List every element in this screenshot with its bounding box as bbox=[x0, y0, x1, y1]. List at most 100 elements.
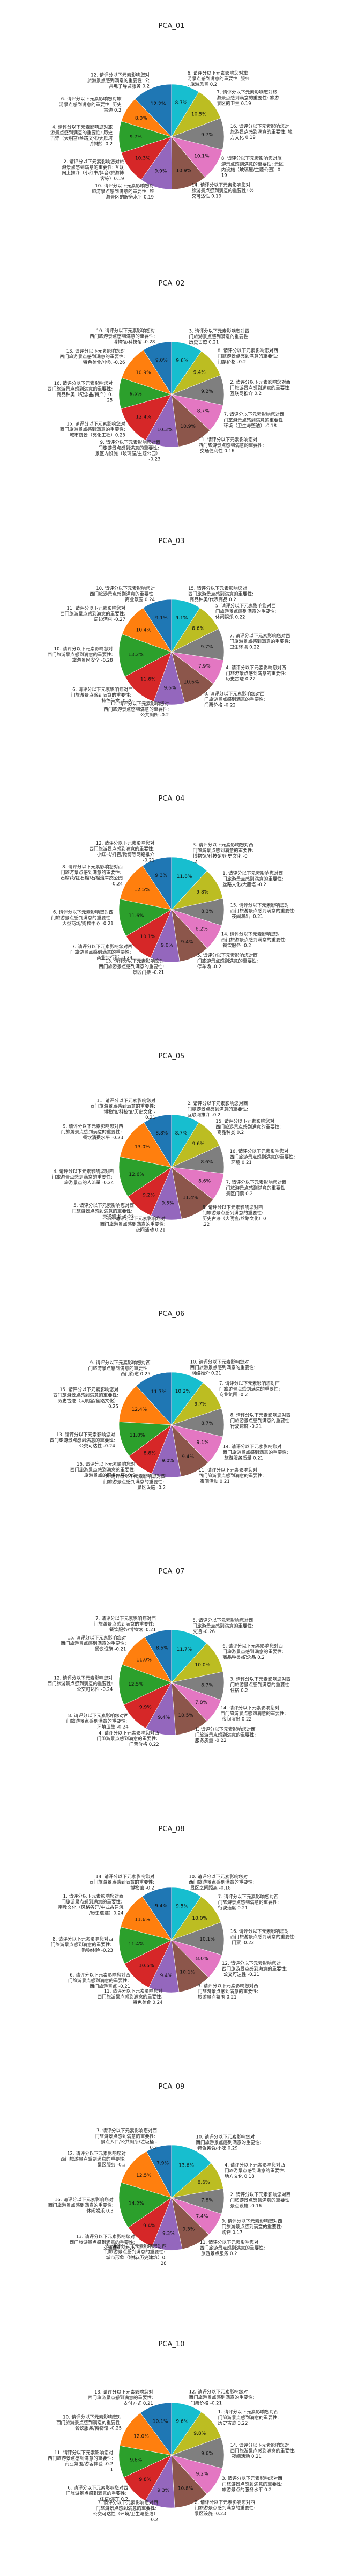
slice-label: 15. 请评分以下元素影响您对西门旅游景点感到满意的重要性: 商品种类/代表商品… bbox=[188, 586, 253, 603]
chart-title: PCA_02 bbox=[159, 280, 185, 288]
slice-percent-label: 9.6% bbox=[176, 358, 188, 363]
slice-percent-label: 9.6% bbox=[192, 1141, 205, 1147]
slice-percent-label: 10.1% bbox=[153, 2419, 168, 2425]
slice-percent-label: 8.0% bbox=[135, 116, 147, 121]
slice-percent-label: 7.9% bbox=[156, 2161, 169, 2166]
slice-label: 7. 请评分以下元素影响您对西门旅游景点感到满意的重要性: 公交可达性（环境/卫… bbox=[93, 2500, 158, 2523]
slice-percent-label: 7.8% bbox=[195, 1700, 207, 1706]
slice-label: 12. 请评分以下元素影响您对西门旅游景点感到满意的重要性: 公共厕所 -0.2 bbox=[103, 701, 169, 718]
slice-label: 5. 请评分以下元素影响您对西门旅游景点感到满意的重要性: 交通拥堵 -0.23 bbox=[72, 1203, 134, 1220]
pie-slice bbox=[118, 899, 172, 936]
pie-slice bbox=[118, 1385, 172, 1425]
slice-label: 3. 请评分以下元素影响您对西门旅游景点感到满意的重要性: 景区设施 -0.2 bbox=[103, 1474, 166, 1491]
slice-label: 13. 请评分以下元素影响您对西门旅游景点感到满意的重要性: 公交可达性 -0.… bbox=[50, 1432, 115, 1449]
slice-percent-label: 9.4% bbox=[193, 370, 206, 376]
pie-slice bbox=[118, 1664, 172, 1706]
slice-label: 8. 请评分以下元素影响您对西门旅游景点感到满意的重要性: 购物体验 -0.23 bbox=[51, 1936, 113, 1953]
pie-slice bbox=[120, 2412, 172, 2456]
slice-label: 2. 请评分以下元素影响您对西门旅游景点感到满意的重要性: 景区设施 -0.23 bbox=[195, 2500, 257, 2517]
slice-percent-label: 9.4% bbox=[155, 1904, 167, 1909]
slice-label: 10. 请评分以下元素影响您对西门旅游景点感到满意的重要性: 景区之间距离 -0… bbox=[189, 1874, 254, 1891]
slice-percent-label: 11.7% bbox=[177, 1647, 192, 1652]
slice-label: 4. 请评分以下元素影响您对旅游景点感到满意的重要性: 历史古迹（大明宫/丝路文… bbox=[50, 125, 113, 148]
slice-label: 6. 请评分以下元素影响您对西门旅游景点感到满意的重要性: 特色美食 -0.26 bbox=[71, 686, 133, 704]
pie-slice bbox=[118, 634, 172, 677]
slice-percent-label: 10.5% bbox=[178, 1713, 193, 1718]
slice-percent-label: 8.7% bbox=[201, 1682, 213, 1688]
pie-slice bbox=[124, 652, 172, 702]
slice-label: 16. 请评分以下元素影响您对西门旅游景点感到满意的重要性: 商品种类（纪念品/… bbox=[47, 380, 113, 404]
slice-label: 11. 请评分以下元素影响您对西门旅游景点感到满意的重要性: 特色美食 0.24 bbox=[98, 1988, 163, 2006]
pie-slice bbox=[171, 2455, 207, 2508]
slice-percent-label: 14.2% bbox=[129, 2201, 144, 2206]
pie-chart: PCA_02 9.0% 10. 请评分以下元素影响您对西门旅游景点感到满意的重要性:… bbox=[47, 280, 292, 463]
slice-percent-label: 9.2% bbox=[201, 389, 213, 394]
pie-slice bbox=[171, 136, 205, 190]
slice-percent-label: 9.1% bbox=[175, 616, 188, 621]
slice-percent-label: 8.8% bbox=[144, 1451, 156, 1457]
slice-percent-label: 8.7% bbox=[175, 1131, 188, 1136]
slice-label: 15. 请评分以下元素影响您对西门旅游景点感到满意的重要性: 夜间演出 -0.2… bbox=[230, 903, 296, 920]
slice-percent-label: 9.1% bbox=[155, 616, 168, 621]
slice-label: 1. 请评分以下元素影响您对西门旅游景点感到满意的重要性: 历史古迹 0.22 bbox=[218, 2409, 280, 2426]
slice-label: 12. 请评分以下元素影响您对西门旅游景点感到满意的重要性: 小红书/抖音/微博… bbox=[90, 840, 155, 863]
slice-percent-label: 9.9% bbox=[139, 1705, 152, 1710]
pie-chart: PCA_10 10.1% 13. 请评分以下元素影响您对西门旅游景点感到满意的重要性… bbox=[48, 2340, 295, 2523]
slice-percent-label: 10.4% bbox=[136, 628, 152, 633]
slice-percent-label: 9.8% bbox=[130, 2457, 142, 2463]
slice-percent-label: 9.7% bbox=[200, 645, 213, 650]
chart-title: PCA_10 bbox=[159, 2340, 185, 2348]
slice-label: 11. 请评分以下元素影响您对西门旅游景点感到满意的重要性: 交通便利性 0.1… bbox=[199, 437, 264, 454]
slice-percent-label: 10.1% bbox=[194, 154, 210, 159]
slice-label: 3. 请评分以下元素影响您对西门旅游景点感到满意的重要性: 博物馆/科技馆/历史… bbox=[193, 842, 255, 865]
slice-label: 13. 请评分以下元素影响您对西门旅游景点感到满意的重要性: 景区门票 -0.2… bbox=[99, 958, 164, 975]
slice-percent-label: 9.0% bbox=[161, 943, 173, 948]
slice-percent-label: 10.1% bbox=[140, 934, 156, 940]
slice-label: 11. 请评分以下元素影响您对西门旅游景点感到满意的重要性: 商业氛围/游客体验… bbox=[48, 2450, 113, 2473]
slice-percent-label: 10.8% bbox=[178, 2486, 193, 2491]
slice-percent-label: 9.3% bbox=[157, 2488, 169, 2493]
slice-label: 7. 请评分以下元素影响您对西门旅游景点感到满意的重要性: 景点入口/公共厕所/… bbox=[95, 2128, 157, 2151]
slice-label: 13. 请评分以下元素影响您对西门旅游景点感到满意的重要性: 交通便利 -0.2… bbox=[70, 2234, 135, 2251]
slice-percent-label: 8.3% bbox=[201, 909, 213, 914]
slice-label: 15. 请评分以下元素影响您对西门旅游景点感到满意的重要性: 城市夜景（亮化工程… bbox=[60, 421, 125, 438]
slice-label: 5. 请评分以下元素影响您对西门旅游景点感到满意的重要性: 休闲娱乐 0.22 bbox=[215, 603, 278, 620]
slice-percent-label: 9.6% bbox=[164, 686, 176, 691]
slice-label: 14. 请评分以下元素影响您对西门旅游景点感到满意的重要性: 夜间演出 0.22 bbox=[221, 1705, 286, 1722]
slice-label: 16. 请评分以下元素影响您对旅游景点感到满意的重要性: 地方文化 0.19 bbox=[230, 123, 293, 141]
pie-slice bbox=[171, 857, 207, 910]
slice-percent-label: 10.9% bbox=[176, 169, 192, 174]
slice-label: 12. 请评分以下元素影响您对旅游景点感到满意的重要性: 公共电子导览服务 0.… bbox=[87, 72, 150, 90]
slice-label: 6. 请评分以下元素影响您对西门旅游景点感到满意的重要性: 大型商场/购物中心 … bbox=[51, 909, 114, 926]
slice-percent-label: 9.3% bbox=[162, 2231, 175, 2236]
slice-label: 12. 请评分以下元素影响您对西门旅游景点感到满意的重要性: 夜间活动 0.21 bbox=[100, 1216, 166, 1233]
slice-percent-label: 12.4% bbox=[132, 1407, 147, 1413]
slice-percent-label: 8.0% bbox=[196, 1956, 208, 1962]
slice-percent-label: 9.3% bbox=[182, 2227, 195, 2233]
pie-slice bbox=[120, 865, 172, 910]
pie-slice bbox=[171, 1629, 207, 1683]
slice-label: 9. 请评分以下元素影响您对西门旅游景点感到满意的重要性: 景区内设施（玻璃屋/… bbox=[95, 440, 161, 463]
slice-label: 12. 请评分以下元素影响您对西门旅游景点感到满意的重要性: 公交可达性 -0.… bbox=[222, 1960, 287, 1978]
slice-percent-label: 9.0% bbox=[162, 1458, 174, 1463]
pie-slice bbox=[171, 394, 211, 447]
slice-percent-label: 12.5% bbox=[128, 1682, 144, 1687]
slice-label: 10. 请评分以下元素影响您对西门旅游景点感到满意的重要性: 餐饮服务/博物馆 … bbox=[56, 2414, 122, 2431]
slice-percent-label: 11.6% bbox=[135, 1918, 150, 1923]
slice-label: 16. 请评分以下元素影响您对西门旅游景点感到满意的重要性: 环境 0.21 bbox=[230, 1148, 295, 1166]
chart-title: PCA_05 bbox=[159, 1052, 185, 1060]
slice-percent-label: 9.5% bbox=[176, 1904, 188, 1909]
slice-label: 8. 请评分以下元素影响您对旅游景点感到满意的重要性: 景区内设施（玻璃屋/主题… bbox=[221, 156, 284, 179]
slice-percent-label: 9.7% bbox=[195, 1402, 207, 1407]
pie-slice bbox=[171, 1114, 199, 1168]
slice-label: 7. 请评分以下元素影响您对旅游景点感到满意的重要性: 旅游景区的卫生 0.19 bbox=[217, 89, 279, 106]
slice-percent-label: 10.1% bbox=[180, 1970, 195, 1975]
slice-percent-label: 7.4% bbox=[196, 2214, 208, 2220]
pie-slice bbox=[171, 1887, 202, 1941]
slice-label: 2. 请评分以下元素影响您对西门旅游景点感到满意的重要性: 互联网推介 -0.2 bbox=[188, 1101, 250, 1118]
slice-label: 13. 请评分以下元素影响您对西门旅游景点感到满意的重要性: 特色美食/小吃 -… bbox=[60, 348, 125, 365]
chart-title: PCA_09 bbox=[159, 2083, 185, 2091]
slice-label: 7. 请评分以下元素影响您对西门旅游景点感到满意的重要性: 商业步行街 -0.2… bbox=[70, 944, 132, 961]
slice-label: 8. 请评分以下元素影响您对西门旅游景点感到满意的重要性: 行驶速度 -0.21 bbox=[230, 1412, 293, 1429]
slice-percent-label: 9.5% bbox=[130, 392, 142, 397]
